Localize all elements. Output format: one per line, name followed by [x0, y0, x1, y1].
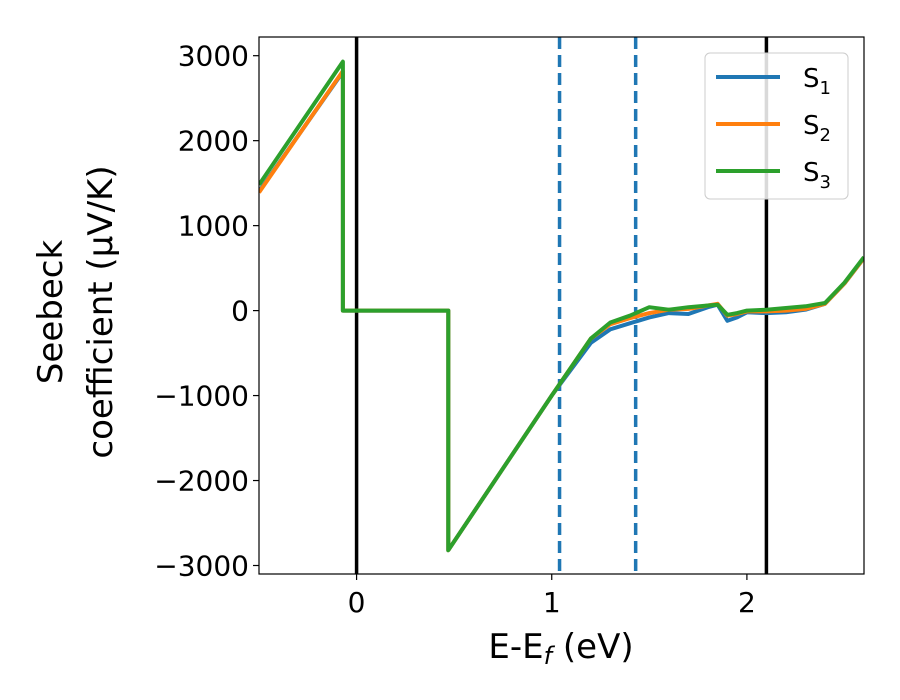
x-axis-label: E-Ef (eV) — [488, 627, 633, 670]
plot-frame — [258, 36, 865, 575]
y-axis-label-line2: coefficient (μV/K) — [81, 165, 121, 458]
y-tick-label: −1000 — [154, 380, 249, 413]
y-axis-ticks: −3000 −2000 −1000 0 1000 2000 3000 — [154, 40, 259, 583]
y-tick-label: 0 — [231, 295, 249, 328]
y-tick-label: −2000 — [154, 465, 249, 498]
y-axis-label-line1: Seebeck — [31, 240, 71, 385]
y-tick-label: −3000 — [154, 550, 249, 583]
y-tick-label: 3000 — [178, 40, 249, 73]
x-tick-label: 1 — [543, 586, 561, 619]
x-tick-label: 2 — [738, 586, 756, 619]
series-line-3 — [259, 59, 864, 553]
legend: S1 S2 S3 — [704, 52, 849, 200]
x-axis-ticks: 0 1 2 — [348, 574, 756, 619]
y-tick-label: 2000 — [178, 125, 249, 158]
legend-label-2: S2 — [803, 111, 831, 146]
y-tick-label: 1000 — [178, 210, 249, 243]
y-axis-label: Seebeck coefficient (μV/K) — [31, 165, 121, 458]
x-tick-label: 0 — [348, 586, 366, 619]
legend-label-3: S3 — [803, 158, 831, 193]
series-lines — [259, 59, 864, 553]
legend-label-1: S1 — [803, 64, 831, 99]
